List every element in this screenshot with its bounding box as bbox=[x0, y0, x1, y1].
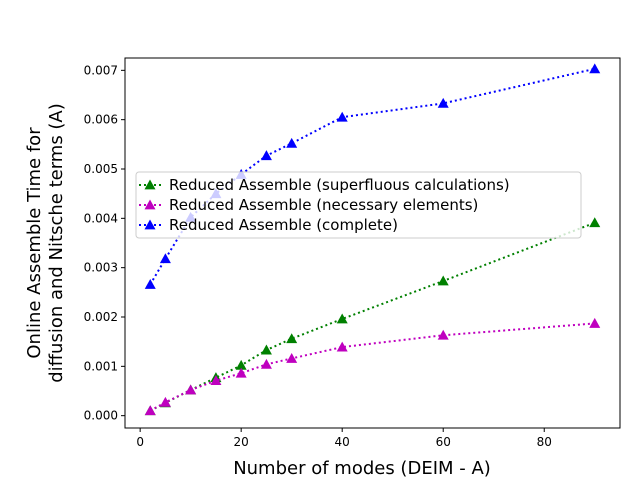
series-2 bbox=[144, 317, 601, 416]
series-line bbox=[149, 322, 595, 412]
legend-entry: Reduced Assemble (necessary elements) bbox=[139, 196, 478, 214]
data-point bbox=[437, 329, 449, 340]
y-tick-label: 0.007 bbox=[84, 63, 118, 77]
data-point bbox=[336, 341, 348, 352]
data-point bbox=[235, 367, 247, 378]
y-axis-title-line-2: diffusion and Nitsche terms (A) bbox=[46, 103, 67, 383]
y-axis-title: Online Assemble Time for diffusion and N… bbox=[24, 103, 67, 383]
y-tick-label: 0.003 bbox=[84, 261, 118, 275]
x-tick-label: 20 bbox=[234, 435, 249, 449]
legend-marker bbox=[144, 219, 156, 230]
axis-ticks: 0 20 40 60 80 0.000 0.001 0.002 0.003 0.004 0.005 0… bbox=[84, 63, 552, 449]
data-point bbox=[144, 278, 156, 289]
data-point bbox=[159, 253, 171, 264]
plot-area-frame bbox=[124, 57, 621, 429]
legend-marker bbox=[144, 199, 156, 210]
legend-entry: Reduced Assemble (superfluous calculatio… bbox=[139, 176, 510, 194]
data-point bbox=[336, 111, 348, 122]
data-point bbox=[286, 137, 298, 148]
legend: Reduced Assemble (superfluous calculatio… bbox=[135, 171, 582, 239]
data-point bbox=[437, 97, 449, 108]
data-point bbox=[260, 344, 272, 355]
y-tick-label: 0.002 bbox=[84, 310, 118, 324]
legend-entry: Reduced Assemble (complete) bbox=[139, 216, 398, 234]
y-tick-label: 0.004 bbox=[84, 211, 118, 225]
data-point bbox=[589, 317, 601, 328]
x-axis-title: Number of modes (DEIM - A) bbox=[233, 458, 491, 479]
data-point bbox=[144, 405, 156, 416]
x-tick-label: 60 bbox=[436, 435, 451, 449]
series-1 bbox=[144, 217, 601, 416]
data-point bbox=[589, 217, 601, 228]
legend-marker bbox=[144, 179, 156, 190]
series-layer bbox=[144, 63, 601, 416]
legend-label: Reduced Assemble (superfluous calculatio… bbox=[169, 176, 510, 194]
data-point bbox=[437, 275, 449, 286]
legend-box bbox=[135, 171, 582, 239]
y-tick-label: 0.001 bbox=[84, 359, 118, 373]
legend-label: Reduced Assemble (complete) bbox=[169, 216, 398, 234]
x-tick-label: 80 bbox=[537, 435, 552, 449]
data-point bbox=[286, 352, 298, 363]
x-tick-label: 40 bbox=[335, 435, 350, 449]
data-point bbox=[589, 63, 601, 74]
data-point bbox=[210, 375, 222, 386]
series-line bbox=[149, 67, 595, 285]
x-tick-label: 0 bbox=[136, 435, 144, 449]
legend-label: Reduced Assemble (necessary elements) bbox=[169, 196, 478, 214]
data-point bbox=[185, 384, 197, 395]
data-point bbox=[235, 359, 247, 370]
data-point bbox=[260, 150, 272, 161]
data-point bbox=[336, 313, 348, 324]
data-point bbox=[286, 333, 298, 344]
y-tick-label: 0.005 bbox=[84, 162, 118, 176]
data-point bbox=[159, 396, 171, 407]
y-tick-label: 0.000 bbox=[84, 409, 118, 423]
data-point bbox=[260, 358, 272, 369]
y-axis-title-line-1: Online Assemble Time for bbox=[24, 127, 45, 359]
y-tick-label: 0.006 bbox=[84, 113, 118, 127]
